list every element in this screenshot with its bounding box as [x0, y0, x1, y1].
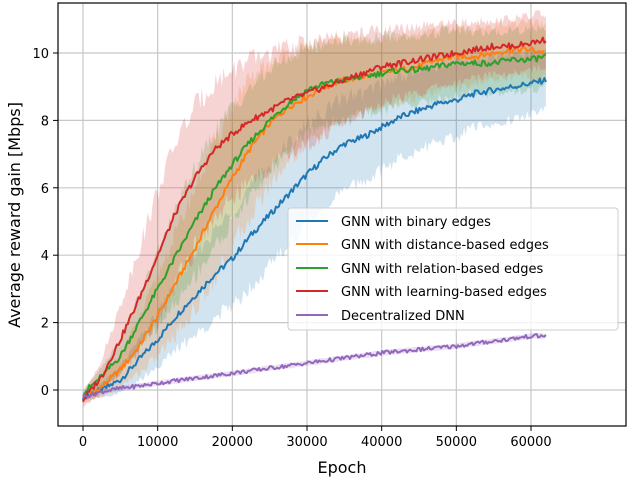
legend-label: GNN with binary edges: [341, 215, 491, 230]
x-tick-label: 60000: [510, 435, 551, 450]
series-line-4: [82, 333, 547, 399]
x-axis-label: Epoch: [318, 458, 367, 477]
series-line-3: [82, 36, 547, 402]
y-tick-label: 4: [41, 249, 49, 264]
y-tick-label: 10: [32, 47, 49, 62]
y-tick-label: 6: [41, 182, 49, 197]
legend-label: GNN with learning-based edges: [341, 285, 547, 300]
legend-item-relation: GNN with relation-based edges: [296, 262, 543, 277]
plot-frame: [57, 2, 627, 427]
x-tick-label: 10000: [137, 435, 178, 450]
y-axis-ticks: 0 2 4 6 8 10: [32, 47, 58, 399]
x-tick-label: 0: [79, 435, 87, 450]
legend: GNN with binary edges GNN with distance-…: [287, 207, 619, 331]
series-line-1: [82, 45, 547, 403]
legend-item-learning: GNN with learning-based edges: [296, 285, 547, 300]
band-0: [83, 47, 546, 401]
y-tick-label: 8: [41, 114, 49, 129]
legend-item-distance: GNN with distance-based edges: [296, 238, 549, 253]
legend-item-dnn: Decentralized DNN: [296, 309, 465, 324]
legend-label: GNN with relation-based edges: [341, 262, 543, 277]
series-line-0: [82, 77, 547, 401]
legend-label: Decentralized DNN: [341, 309, 465, 324]
legend-item-binary: GNN with binary edges: [296, 215, 491, 230]
x-axis-ticks: 0 10000 20000 30000 40000 50000 60000: [79, 426, 552, 450]
x-tick-label: 20000: [212, 435, 253, 450]
legend-label: GNN with distance-based edges: [341, 238, 549, 253]
x-tick-label: 30000: [286, 435, 327, 450]
band-3: [83, 10, 546, 407]
band-1: [83, 18, 546, 404]
y-tick-label: 2: [41, 317, 49, 332]
y-axis-label: Average reward gain [Mbps]: [5, 102, 24, 328]
x-tick-label: 40000: [361, 435, 402, 450]
legend-box: [287, 207, 619, 331]
y-tick-label: 0: [41, 384, 49, 399]
x-tick-label: 50000: [436, 435, 477, 450]
series-lines: [82, 36, 547, 403]
